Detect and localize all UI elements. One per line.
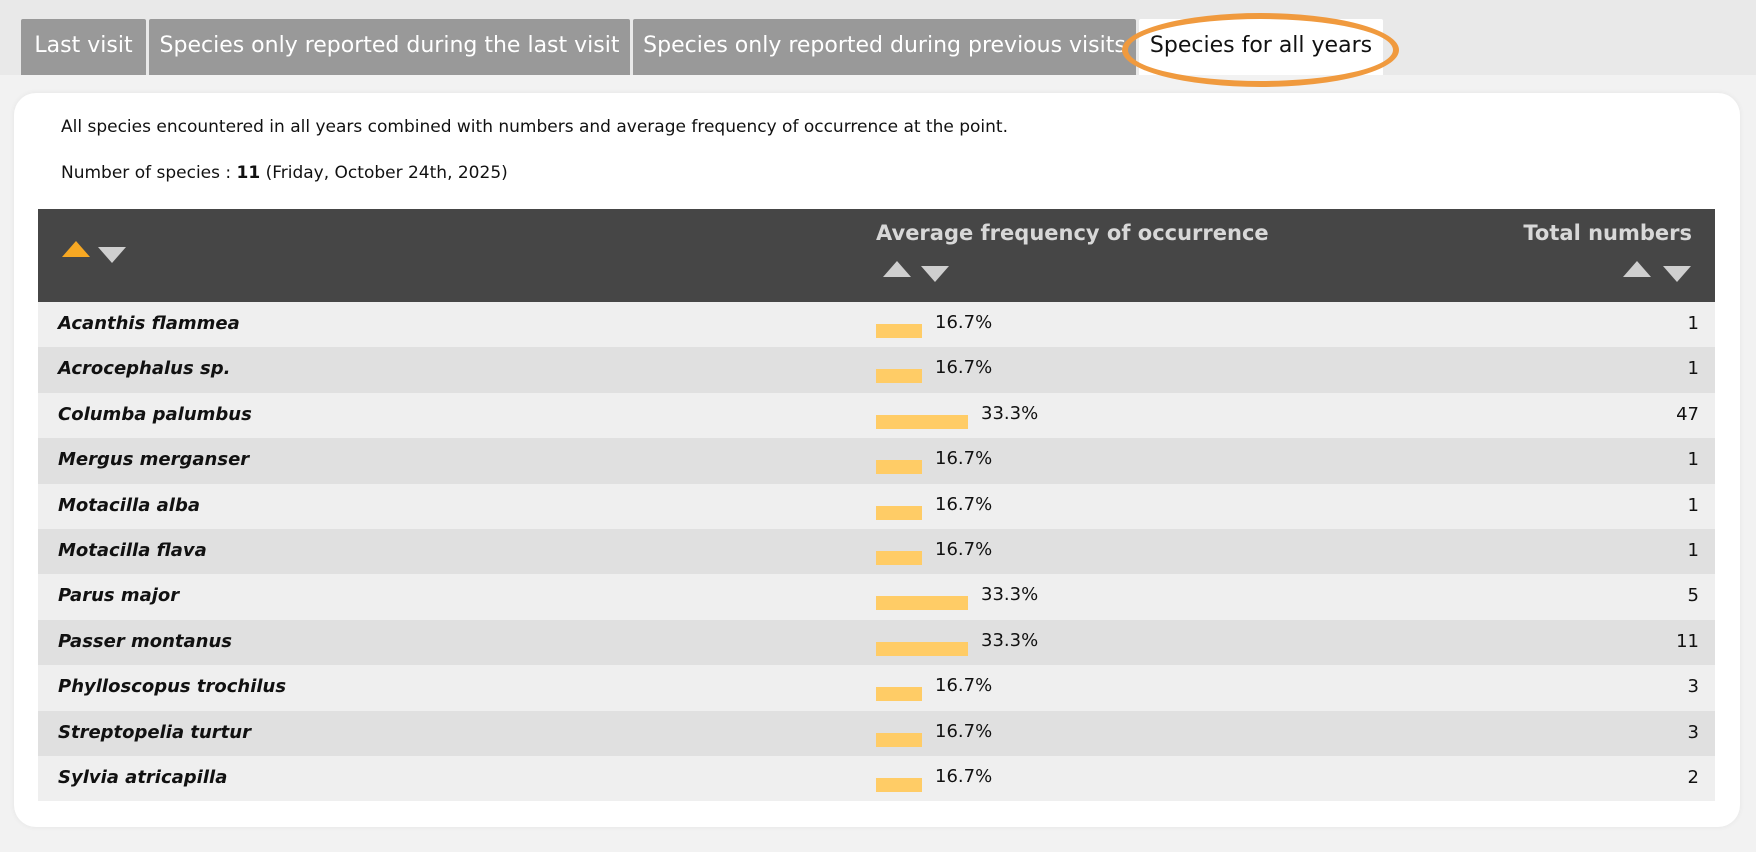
total-count: 2 [1687, 766, 1699, 788]
species-count-line: Number of species : 11 (Friday, October … [61, 163, 508, 183]
table-row: Streptopelia turtur 16.7% 3 [38, 710, 1715, 756]
total-count: 3 [1687, 676, 1699, 698]
total-count: 1 [1687, 494, 1699, 516]
frequency-bar [876, 641, 968, 656]
table-header: Average frequency of occurrence Total nu… [38, 209, 1715, 302]
frequency-value: 33.3% [981, 584, 1039, 606]
tab-last-visit[interactable]: Last visit [21, 19, 146, 75]
frequency-value: 16.7% [935, 357, 993, 379]
species-name: Acanthis flammea [58, 313, 240, 334]
frequency-bar [876, 777, 922, 792]
frequency-value: 16.7% [935, 538, 993, 560]
species-count-label: Number of species : [61, 163, 237, 183]
tab-species-last-visit[interactable]: Species only reported during the last vi… [149, 19, 630, 75]
total-count: 1 [1687, 313, 1699, 334]
sort-frequency-ascending-icon[interactable] [883, 261, 911, 277]
species-name: Sylvia atricapilla [58, 766, 228, 788]
frequency-bar [876, 414, 968, 429]
sort-species-ascending-icon[interactable] [62, 241, 90, 257]
frequency-value: 16.7% [935, 765, 993, 787]
table-row: Acanthis flammea 16.7% 1 [38, 302, 1715, 348]
sort-total-ascending-icon[interactable] [1623, 261, 1651, 277]
sort-total-descending-icon[interactable] [1663, 266, 1691, 282]
frequency-bar [876, 460, 922, 475]
tab-species-all-years[interactable]: Species for all years [1139, 19, 1383, 75]
species-name: Mergus merganser [58, 449, 250, 471]
frequency-value: 16.7% [935, 675, 993, 697]
table-row: Passer montanus 33.3% 11 [38, 619, 1715, 666]
frequency-value: 16.7% [935, 448, 993, 470]
total-count: 1 [1687, 539, 1699, 561]
frequency-value: 33.3% [981, 402, 1039, 424]
frequency-bar [876, 505, 922, 520]
species-count-date: (Friday, October 24th, 2025) [260, 163, 508, 183]
total-count: 47 [1676, 403, 1699, 425]
species-table: Average frequency of occurrence Total nu… [38, 209, 1715, 802]
species-name: Parus major [58, 585, 180, 607]
species-name: Acrocephalus sp. [58, 358, 231, 380]
table-body: Acanthis flammea 16.7% 1 Acrocephalus sp. 16… [38, 302, 1715, 802]
table-row: Phylloscopus trochilus 16.7% 3 [38, 665, 1715, 711]
frequency-bar [876, 324, 922, 338]
total-count: 1 [1687, 358, 1699, 380]
total-count: 1 [1687, 449, 1699, 471]
species-name: Phylloscopus trochilus [58, 676, 287, 698]
column-header-total: Total numbers [1523, 221, 1692, 245]
frequency-bar [876, 732, 922, 747]
table-row: Parus major 33.3% 5 [38, 574, 1715, 620]
species-name: Passer montanus [58, 630, 232, 652]
table-row: Acrocephalus sp. 16.7% 1 [38, 347, 1715, 393]
species-name: Motacilla alba [58, 494, 200, 516]
frequency-value: 16.7% [935, 312, 993, 333]
table-row: Columba palumbus 33.3% 47 [38, 392, 1715, 439]
total-count: 3 [1687, 721, 1699, 743]
total-count: 11 [1676, 630, 1699, 652]
tab-bar: Last visit Species only reported during … [0, 0, 1756, 75]
frequency-value: 33.3% [981, 629, 1039, 651]
table-row: Mergus merganser 16.7% 1 [38, 438, 1715, 484]
frequency-bar [876, 369, 922, 384]
description-text: All species encountered in all years com… [61, 117, 1008, 137]
table-row: Motacilla alba 16.7% 1 [38, 483, 1715, 529]
column-header-frequency: Average frequency of occurrence [876, 221, 1269, 245]
sort-species-descending-icon[interactable] [98, 247, 126, 263]
frequency-bar [876, 550, 922, 565]
table-row: Motacilla flava 16.7% 1 [38, 528, 1715, 575]
sort-frequency-descending-icon[interactable] [921, 266, 949, 282]
species-name: Columba palumbus [58, 403, 252, 425]
tab-species-previous-visits[interactable]: Species only reported during previous vi… [633, 19, 1136, 75]
table-row: Sylvia atricapilla 16.7% 2 [38, 755, 1715, 802]
species-count-value: 11 [236, 163, 261, 183]
frequency-bar [876, 687, 922, 702]
species-name: Streptopelia turtur [58, 721, 251, 743]
frequency-value: 16.7% [935, 493, 993, 515]
frequency-bar [876, 596, 968, 611]
total-count: 5 [1687, 585, 1699, 607]
frequency-value: 16.7% [935, 720, 993, 742]
species-name: Motacilla flava [58, 539, 207, 561]
